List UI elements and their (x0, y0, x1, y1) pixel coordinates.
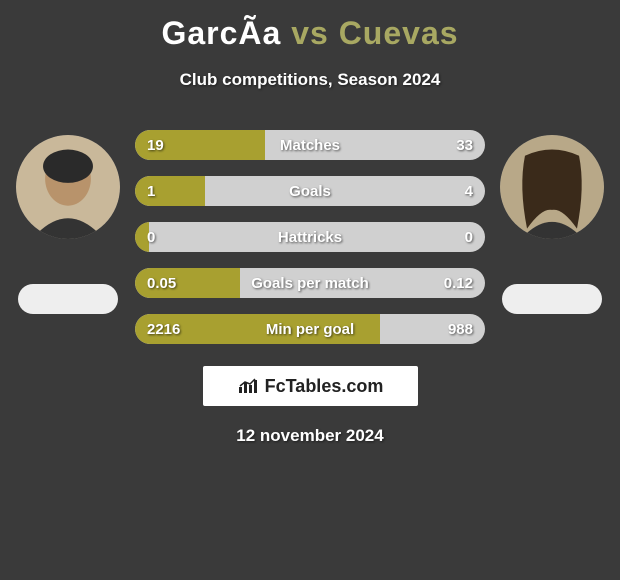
comparison-row: 19 Matches 33 1 Goals 4 0 Hattricks 0 0.… (0, 125, 620, 344)
avatar-placeholder-icon (16, 135, 120, 239)
stat-left-value: 19 (147, 137, 164, 154)
player1-column (13, 125, 123, 314)
stat-left-value: 2216 (147, 321, 180, 338)
stat-label: Goals (289, 183, 331, 200)
stat-label: Matches (280, 137, 340, 154)
stat-bar-goals: 1 Goals 4 (135, 176, 485, 206)
avatar-placeholder-icon (500, 135, 604, 239)
player1-avatar (16, 135, 120, 239)
stat-right-value: 0.12 (444, 275, 473, 292)
title-vs: vs (291, 15, 329, 51)
date-text: 12 november 2024 (236, 426, 383, 446)
stat-label: Min per goal (266, 321, 354, 338)
chart-icon (237, 377, 259, 395)
stat-left-value: 1 (147, 183, 155, 200)
stat-left-value: 0.05 (147, 275, 176, 292)
stat-left-value: 0 (147, 229, 155, 246)
title-player1: GarcÃ­a (161, 15, 281, 51)
stat-right-value: 988 (448, 321, 473, 338)
player2-column (497, 125, 607, 314)
stat-bar-matches: 19 Matches 33 (135, 130, 485, 160)
player1-badge (18, 284, 118, 314)
site-logo[interactable]: FcTables.com (203, 366, 418, 406)
player2-avatar (500, 135, 604, 239)
subtitle: Club competitions, Season 2024 (180, 70, 441, 90)
page-title: GarcÃ­a vs Cuevas (161, 15, 458, 52)
logo-text: FcTables.com (265, 376, 384, 397)
stat-right-value: 33 (456, 137, 473, 154)
comparison-card: GarcÃ­a vs Cuevas Club competitions, Sea… (0, 0, 620, 456)
player2-badge (502, 284, 602, 314)
stat-fill (135, 176, 205, 206)
stats-column: 19 Matches 33 1 Goals 4 0 Hattricks 0 0.… (135, 125, 485, 344)
stat-label: Goals per match (251, 275, 369, 292)
stat-right-value: 0 (465, 229, 473, 246)
stat-bar-goals-per-match: 0.05 Goals per match 0.12 (135, 268, 485, 298)
stat-label: Hattricks (278, 229, 342, 246)
stat-right-value: 4 (465, 183, 473, 200)
title-player2: Cuevas (339, 15, 459, 51)
stat-bar-hattricks: 0 Hattricks 0 (135, 222, 485, 252)
stat-bar-min-per-goal: 2216 Min per goal 988 (135, 314, 485, 344)
